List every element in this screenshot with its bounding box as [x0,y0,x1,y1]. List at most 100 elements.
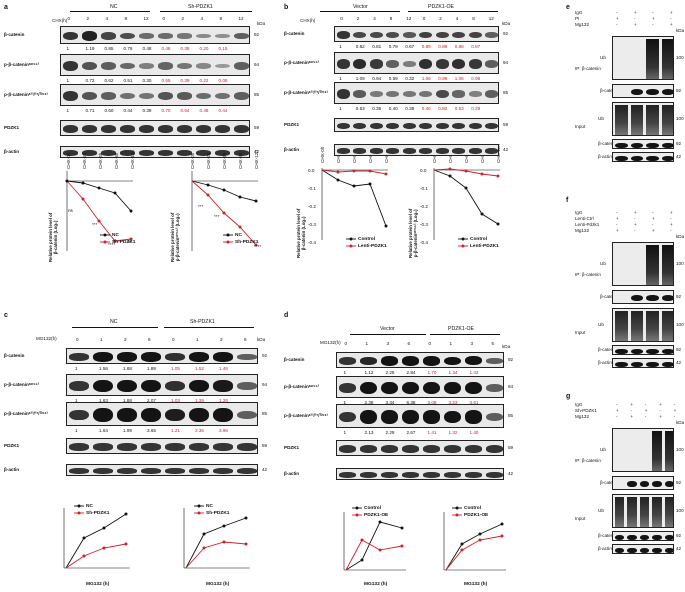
row-label-c-3: PDZK1 [4,443,20,448]
quant-red-d-1-0: 3.08 [427,400,437,405]
ip-kda-e-0: 100 [676,55,684,60]
kda-mark-a-1: 94 [254,62,260,67]
ip-blot-g-0 [612,428,674,472]
blot-b-3 [334,118,499,132]
in-kda-e-2: 42 [676,154,682,159]
group2-c: Sh-PDZK1 [190,319,215,325]
quant-c-0-0: 1 [75,366,78,371]
band [423,356,440,366]
band [423,381,440,395]
kda-d: kDa [502,344,511,349]
legend-c2-nc: NC [206,504,213,509]
time-d-6: 3 [470,341,474,346]
band [157,125,174,133]
ip-sign: - [616,10,618,15]
band [339,357,356,365]
band [195,92,212,100]
chart-c1 [63,508,130,569]
quant-d-2-2: 2.29 [385,430,395,435]
quant-c-2-0: 1 [75,428,78,433]
band [119,62,136,70]
blot-b-2 [334,82,499,104]
legend-a2-nc: NC [235,233,242,238]
quant-red-a-1-3: 0.06 [218,78,228,83]
quant-d-1-3: 6.38 [406,400,416,405]
band [386,60,400,68]
band [81,31,98,41]
band [138,33,155,39]
band [468,59,482,69]
ip-kda-f-1: 92 [676,294,682,299]
quant-d-1-2: 3.34 [385,400,395,405]
blot-d-0 [336,352,504,368]
in-blot-e-2 [612,152,674,162]
row-label-b-4: β-actin [284,147,300,152]
quant-red-b-1-0: 1.06 [421,76,431,81]
time-a-3: 8 [124,16,128,21]
time-d-7: 6 [491,341,495,346]
row-label-d-3: PDZK1 [284,445,300,450]
band [339,411,356,423]
ip-sign: - [634,228,636,233]
quant-c-0-3: 1.89 [147,366,156,371]
ip-sign: + [616,16,619,21]
band [62,125,79,133]
band [486,384,503,392]
in-blot-e-0 [612,102,674,136]
quant-red-b-2-2: 0.53 [454,106,464,111]
blot-d-4 [336,468,504,480]
quant-red-d-1-1: 3.23 [448,400,458,405]
ip-blot-f-0 [612,242,674,286]
band [237,468,257,474]
quant-a-2-1: 0.71 [85,108,95,113]
band [93,407,113,422]
band [100,125,117,133]
kda-mark-c-3: 59 [262,443,268,448]
band [435,31,449,39]
stat-a1-1: *** [92,222,98,227]
band [336,89,350,99]
band [444,381,461,395]
legend-b2-ctrl: Control [470,237,488,242]
band [141,468,161,474]
quant-red-c-1-1: 1.39 [195,398,204,403]
band [237,382,257,390]
quant-red-a-0-1: 0.38 [180,46,190,51]
band [138,63,155,69]
ytick-b2-1: -0.1 [420,186,428,191]
ytick-b1-3: -0.3 [308,222,316,227]
quant-red-b-0-1: 0.88 [438,44,448,49]
quant-a-1-4: 0.30 [142,78,152,83]
kda-mark-a-3: 59 [254,125,260,130]
band [195,150,212,156]
band [468,91,482,97]
ip-sign: - [634,16,636,21]
time-b-6: 2 [439,16,442,21]
xtick-0-4: CHX-12h [130,150,135,169]
ip-sign: + [670,222,673,227]
stat-a2-1: *** [214,214,220,219]
legend-a2-sh: Sh-PDZK1 [235,240,259,245]
quant-red-a-2-3: 0.44 [218,108,228,113]
time-b-5: 0 [422,16,426,21]
in-row-e-0: Ub [598,116,604,121]
time-d-0: 0 [344,341,348,346]
band [353,90,367,98]
band [336,31,350,39]
quant-red-a-2-2: 0.48 [199,108,209,113]
band [138,150,155,156]
band [213,380,233,392]
band [465,445,482,453]
band [81,125,98,133]
legend-d1-ctrl: Control [364,506,382,511]
xtick-1-1: CHX-2h [206,152,211,169]
band [62,150,79,156]
band [452,58,466,70]
band [402,122,416,130]
quant-d-0-1: 1.12 [364,370,374,375]
quant-red-c-2-0: 1.21 [171,428,180,433]
ip-cond-g-0: IgG [575,402,583,407]
band [402,356,419,366]
band [62,31,79,41]
band [214,150,231,156]
